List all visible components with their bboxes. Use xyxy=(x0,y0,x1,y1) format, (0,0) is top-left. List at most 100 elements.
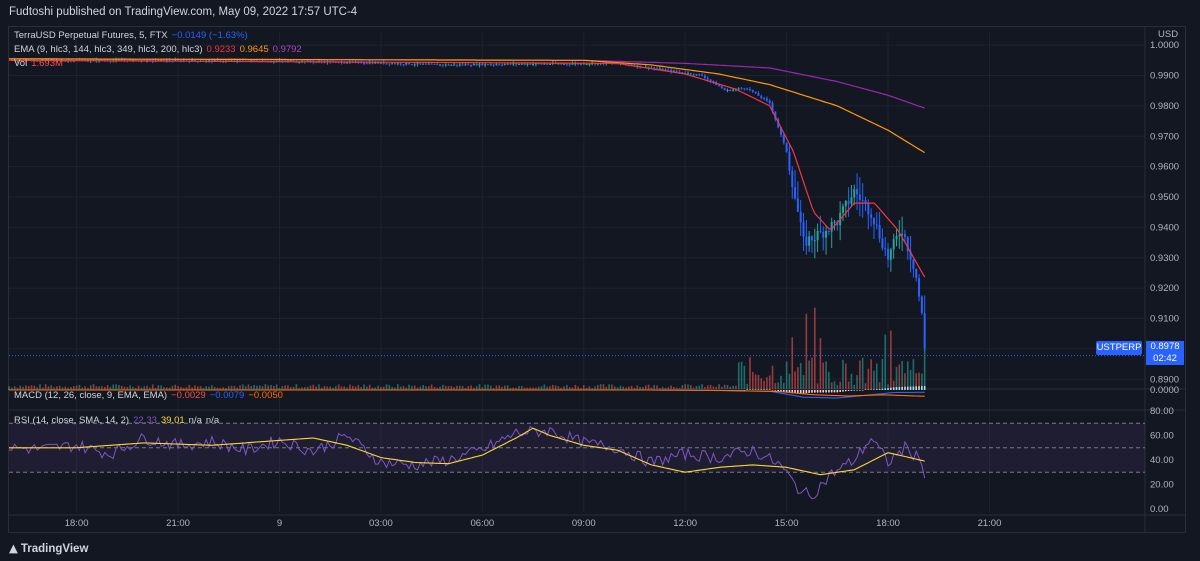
volume-bar xyxy=(836,384,839,389)
volume-bar xyxy=(168,387,171,389)
volume-bar xyxy=(692,387,695,389)
candle-body xyxy=(529,63,532,65)
volume-bar xyxy=(374,387,377,389)
volume-bar xyxy=(419,386,422,389)
volume-bar xyxy=(706,385,709,389)
volume-bar xyxy=(298,387,300,389)
volume-bar xyxy=(653,385,655,389)
volume-bar xyxy=(484,384,486,389)
volume-bar xyxy=(101,386,103,389)
volume-bar xyxy=(335,386,337,389)
candle-body xyxy=(162,59,165,62)
candle-body xyxy=(393,63,396,65)
tradingview-logo[interactable]: ▲ TradingView xyxy=(9,541,88,555)
candle-body xyxy=(799,211,802,223)
volume-bar xyxy=(351,385,354,389)
volume-bar xyxy=(16,387,19,389)
macd-histogram-bar xyxy=(921,386,923,390)
candle-body xyxy=(250,60,253,62)
volume-bar xyxy=(712,386,715,389)
candle-body xyxy=(765,98,768,101)
price-tick-label: 0.9800 xyxy=(1150,101,1179,112)
time-tick-label: 21:00 xyxy=(166,518,190,529)
candle-body xyxy=(813,240,816,242)
volume-bar xyxy=(157,385,160,389)
volume-bar xyxy=(408,384,410,389)
volume-bar xyxy=(856,375,858,389)
volume-bar xyxy=(436,387,439,389)
volume-bar xyxy=(247,384,250,389)
macd-histogram-bar xyxy=(901,386,903,390)
rsi-tick-label: 20.00 xyxy=(1150,480,1174,491)
macd-histogram-bar xyxy=(915,386,918,390)
volume-bar xyxy=(177,386,179,389)
macd-histogram-bar xyxy=(805,390,808,394)
volume-bar xyxy=(132,386,134,389)
candle-body xyxy=(365,63,368,65)
candle-body xyxy=(582,63,585,65)
candle-body xyxy=(509,63,512,65)
volume-bar xyxy=(36,387,38,389)
volume-bar xyxy=(551,384,554,389)
volume-bar xyxy=(805,313,808,389)
candle-body xyxy=(763,97,766,99)
macd-histogram-bar xyxy=(842,390,844,392)
candle-body xyxy=(822,231,825,238)
candle-body xyxy=(216,59,219,61)
volume-bar xyxy=(915,373,918,389)
volume-bar xyxy=(78,384,81,389)
candle-body xyxy=(537,63,540,65)
volume-bar xyxy=(236,387,239,389)
candle-body xyxy=(675,70,678,72)
volume-bar xyxy=(84,386,86,389)
volume-bar xyxy=(70,387,72,389)
volume-bar xyxy=(504,385,506,389)
volume-bar xyxy=(839,381,841,389)
volume-bar xyxy=(670,385,672,389)
volume-bar xyxy=(644,385,647,389)
time-tick-label: 09:00 xyxy=(572,518,596,529)
candle-body xyxy=(396,63,399,65)
volume-bar xyxy=(901,361,903,389)
macd-tick-label: 0.0000 xyxy=(1150,385,1179,396)
volume-bar xyxy=(546,386,548,389)
volume-bar xyxy=(554,385,557,389)
ema-label: EMA (9, hlc3, 144, hlc3, 349, hlc3, 200,… xyxy=(14,44,203,55)
macd-histogram-bar xyxy=(760,389,763,390)
candle-body xyxy=(585,64,588,66)
volume-bar xyxy=(695,385,698,389)
volume-bar xyxy=(560,387,563,389)
volume-bar xyxy=(213,386,216,389)
volume-bar xyxy=(185,387,188,389)
volume-bar xyxy=(64,386,67,389)
candle-body xyxy=(402,64,405,66)
macd-histogram-bar xyxy=(836,390,839,393)
macd-histogram-bar xyxy=(867,389,870,390)
volume-bar xyxy=(216,387,219,389)
candle-body xyxy=(157,59,160,61)
publisher-text: Fudtoshi published on TradingView.com, M… xyxy=(9,6,358,18)
candle-body xyxy=(253,60,256,62)
candle-body xyxy=(478,63,481,66)
volume-bar xyxy=(129,385,131,389)
macd-histogram-bar xyxy=(853,390,856,391)
candle-body xyxy=(785,142,788,152)
candle-body xyxy=(751,89,754,92)
candle-body xyxy=(281,60,284,62)
volume-bar xyxy=(413,385,416,389)
candle-body xyxy=(872,217,875,225)
volume-bar xyxy=(346,387,348,389)
macd-histogram-bar xyxy=(887,388,889,390)
volume-bar xyxy=(912,359,915,389)
candle-body xyxy=(208,60,211,62)
price-tick-label: 0.9300 xyxy=(1150,253,1179,264)
candle-body xyxy=(720,86,723,89)
macd-histogram-bar xyxy=(743,390,746,391)
volume-bar xyxy=(301,387,303,389)
volume-bar xyxy=(766,377,768,389)
volume-bar xyxy=(574,384,577,389)
volume-bar xyxy=(535,387,537,389)
volume-bar xyxy=(227,386,230,389)
candle-body xyxy=(571,63,574,65)
